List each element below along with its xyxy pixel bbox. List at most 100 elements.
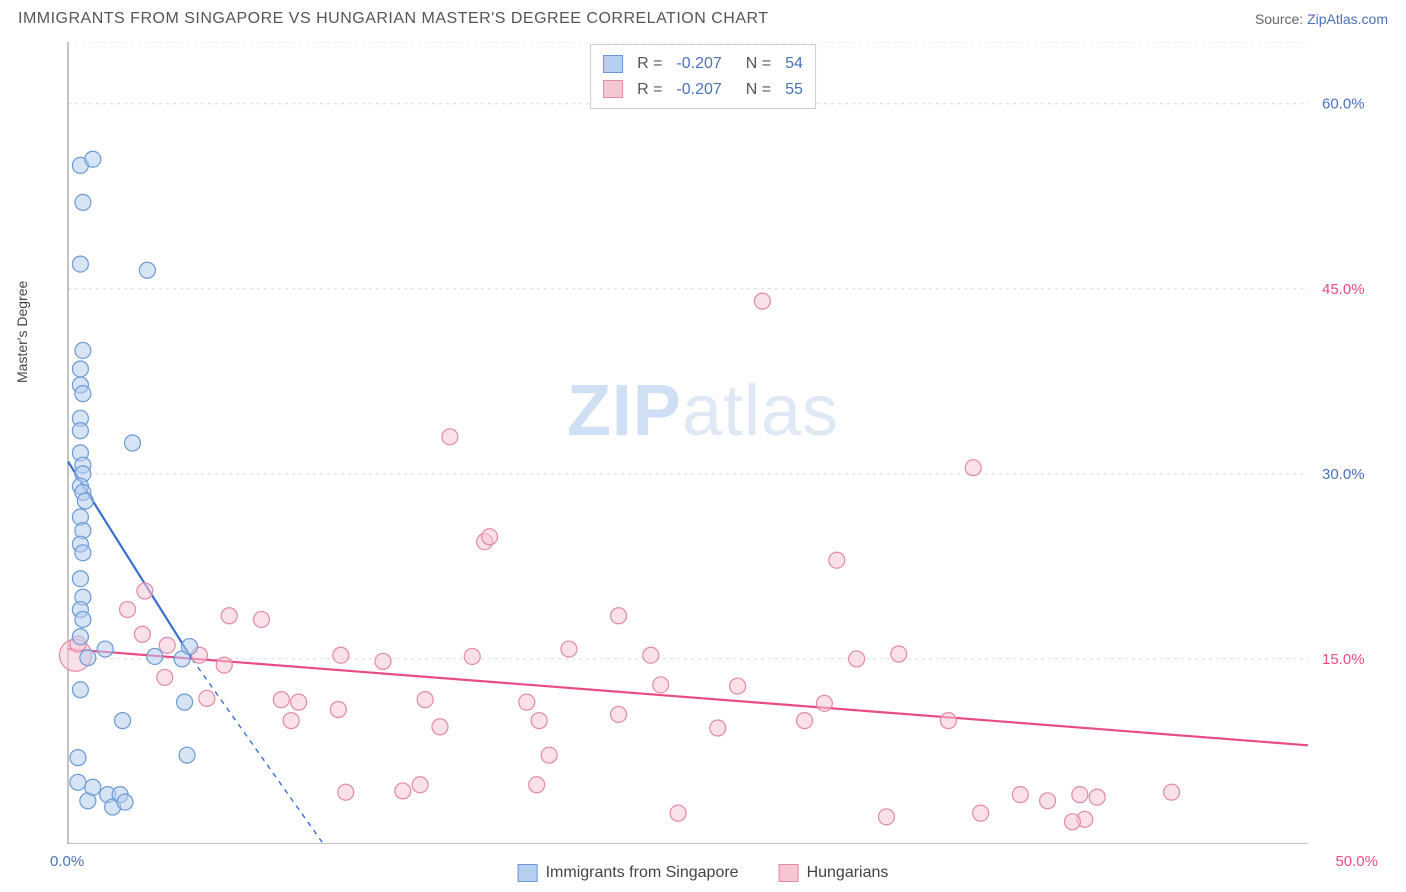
- y-tick-label: 15.0%: [1322, 651, 1365, 668]
- data-point-pink: [754, 293, 770, 309]
- data-point-pink: [1164, 784, 1180, 800]
- data-point-pink: [541, 747, 557, 763]
- x-axis-max: 50.0%: [1335, 853, 1378, 870]
- data-point-blue: [72, 682, 88, 698]
- data-point-blue: [72, 571, 88, 587]
- data-point-blue: [72, 423, 88, 439]
- data-point-blue: [179, 747, 195, 763]
- data-point-pink: [375, 653, 391, 669]
- data-point-pink: [273, 692, 289, 708]
- data-point-pink: [157, 669, 173, 685]
- page-title: IMMIGRANTS FROM SINGAPORE VS HUNGARIAN M…: [18, 10, 769, 28]
- data-point-pink: [432, 719, 448, 735]
- y-tick-label: 60.0%: [1322, 96, 1365, 113]
- data-point-pink: [611, 608, 627, 624]
- data-point-pink: [1040, 793, 1056, 809]
- n-value: 54: [785, 51, 803, 77]
- data-point-pink: [519, 694, 535, 710]
- data-point-pink: [653, 677, 669, 693]
- chart-area: Master's Degree ZIPatlas 15.0%30.0%45.0%…: [18, 42, 1388, 844]
- data-point-blue: [117, 794, 133, 810]
- legend-swatch: [779, 864, 799, 882]
- data-point-pink: [531, 713, 547, 729]
- data-point-pink: [849, 651, 865, 667]
- data-point-pink: [253, 611, 269, 627]
- data-point-pink: [330, 702, 346, 718]
- data-point-pink: [199, 690, 215, 706]
- data-point-pink: [878, 809, 894, 825]
- data-point-blue: [139, 262, 155, 278]
- data-point-blue: [124, 435, 140, 451]
- y-tick-label: 45.0%: [1322, 281, 1365, 298]
- data-point-blue: [97, 641, 113, 657]
- data-point-pink: [891, 646, 907, 662]
- y-tick-label: 30.0%: [1322, 466, 1365, 483]
- data-point-pink: [816, 695, 832, 711]
- data-point-blue: [85, 151, 101, 167]
- n-value: 55: [785, 77, 803, 103]
- data-point-pink: [1012, 787, 1028, 803]
- data-point-blue: [75, 611, 91, 627]
- legend-row: R =-0.207N =54: [603, 51, 803, 77]
- n-label: N =: [746, 51, 771, 77]
- data-point-pink: [482, 529, 498, 545]
- data-point-pink: [829, 552, 845, 568]
- data-point-blue: [85, 779, 101, 795]
- data-point-pink: [417, 692, 433, 708]
- data-point-blue: [177, 694, 193, 710]
- data-point-pink: [973, 805, 989, 821]
- data-point-blue: [115, 713, 131, 729]
- data-point-pink: [529, 777, 545, 793]
- legend-item: Immigrants from Singapore: [518, 864, 739, 882]
- data-point-blue: [70, 774, 86, 790]
- data-point-blue: [80, 650, 96, 666]
- data-point-pink: [1064, 814, 1080, 830]
- data-point-pink: [1072, 787, 1088, 803]
- source-link[interactable]: ZipAtlas.com: [1307, 11, 1388, 27]
- legend-swatch: [603, 80, 623, 98]
- data-point-blue: [72, 361, 88, 377]
- data-point-pink: [710, 720, 726, 736]
- data-point-pink: [412, 777, 428, 793]
- scatter-chart: 15.0% 30.0% 45.0% 60.0%: [18, 42, 1388, 844]
- data-point-pink: [120, 602, 136, 618]
- data-point-blue: [182, 639, 198, 655]
- data-point-pink: [730, 678, 746, 694]
- data-point-pink: [134, 626, 150, 642]
- y-axis-label: Master's Degree: [14, 281, 30, 383]
- data-point-blue: [77, 493, 93, 509]
- x-axis-min: 0.0%: [50, 853, 84, 870]
- legend-swatch: [603, 55, 623, 73]
- r-value: -0.207: [676, 77, 721, 103]
- data-point-pink: [137, 583, 153, 599]
- trend-line-pink: [68, 649, 1308, 745]
- data-point-blue: [75, 194, 91, 210]
- data-point-pink: [1089, 789, 1105, 805]
- trend-line-blue-dash: [192, 659, 323, 844]
- data-point-pink: [670, 805, 686, 821]
- data-point-pink: [797, 713, 813, 729]
- legend-label: Immigrants from Singapore: [546, 864, 739, 882]
- legend-correlation: R =-0.207N =54R =-0.207N =55: [590, 44, 816, 109]
- data-point-pink: [643, 647, 659, 663]
- data-point-pink: [611, 706, 627, 722]
- data-point-pink: [442, 429, 458, 445]
- data-point-pink: [338, 784, 354, 800]
- legend-swatch: [518, 864, 538, 882]
- data-point-pink: [395, 783, 411, 799]
- r-label: R =: [637, 51, 662, 77]
- data-point-pink: [216, 657, 232, 673]
- data-point-pink: [291, 694, 307, 710]
- data-point-pink: [940, 713, 956, 729]
- data-point-blue: [72, 256, 88, 272]
- data-point-blue: [75, 342, 91, 358]
- source-credit: Source: ZipAtlas.com: [1255, 11, 1388, 27]
- n-label: N =: [746, 77, 771, 103]
- source-prefix: Source:: [1255, 11, 1307, 27]
- data-point-blue: [147, 648, 163, 664]
- r-label: R =: [637, 77, 662, 103]
- data-point-blue: [72, 629, 88, 645]
- data-point-pink: [333, 647, 349, 663]
- data-point-pink: [965, 460, 981, 476]
- data-point-pink: [464, 648, 480, 664]
